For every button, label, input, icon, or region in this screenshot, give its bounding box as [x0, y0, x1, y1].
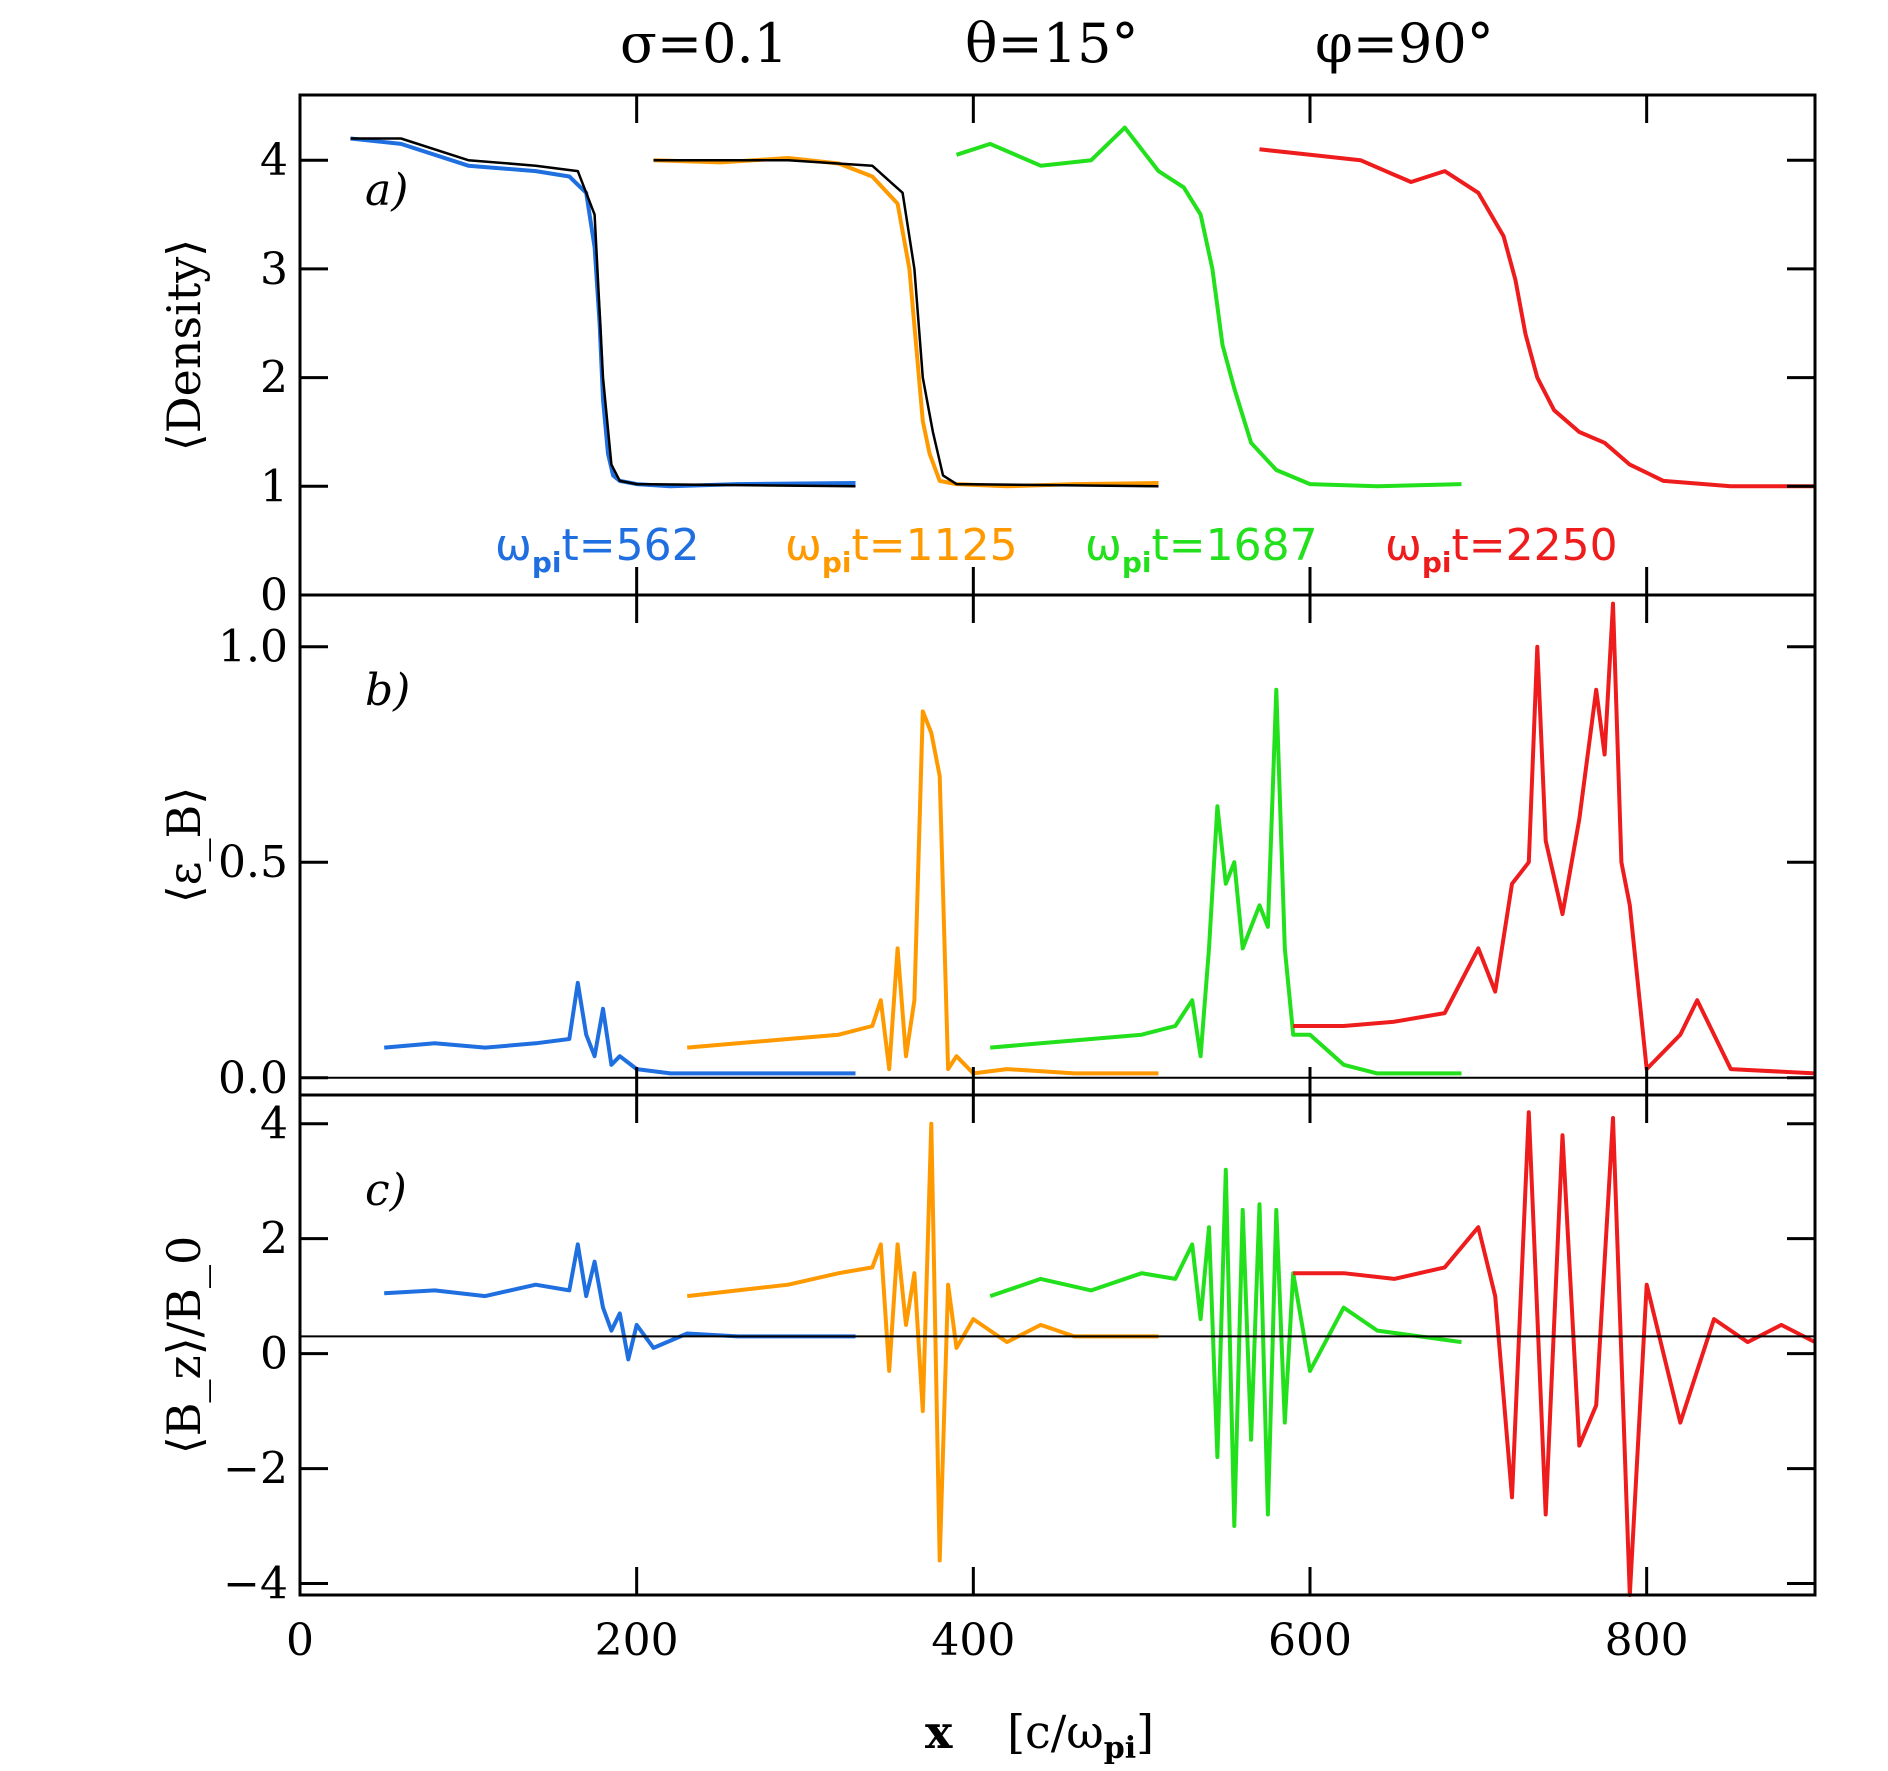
series-line-2-0 [384, 1242, 856, 1362]
panel-0: 0 1 2 3 4 a) ⟨Density⟩ [157, 93, 1817, 621]
series-line-2-2 [989, 1167, 1462, 1528]
x-tick-label-1: 200 [595, 1615, 679, 1666]
panel-label-0: a) [365, 165, 408, 216]
y-tick-label-2-0: −4 [223, 1559, 288, 1610]
title-sigma: σ=0.1 [620, 12, 788, 75]
series-line-0-3 [1259, 147, 1815, 489]
time-label-3: ωpit=2250 [1385, 520, 1618, 579]
x-tick-label-4: 800 [1605, 1615, 1689, 1666]
panel-frame-2 [298, 1093, 1817, 1597]
y-axis-label-2: ⟨B_z⟩/B_0 [157, 1236, 211, 1455]
series-line-0-2 [955, 125, 1462, 489]
x-tick-label-0: 0 [286, 1615, 314, 1666]
panels: 0 1 2 3 4 a) ⟨Density⟩ 0.0 0.5 1.0 b) ⟨ε_B⟩ −4 −2 0 2 4 c… [157, 93, 1817, 1666]
y-tick-label-0-4: 4 [260, 135, 288, 186]
y-axis-label-1: ⟨ε_B⟩ [157, 787, 211, 904]
series-line-2-1 [686, 1121, 1159, 1563]
panel-label-2: c) [365, 1165, 407, 1216]
y-tick-label-2-4: 4 [260, 1099, 288, 1150]
title-theta: θ=15° [965, 12, 1138, 75]
x-axis-label-unit-end: ] [1136, 1705, 1154, 1759]
time-label-2: ωpit=1687 [1085, 520, 1318, 579]
time-labels: ωpit=562 ωpit=1125 ωpit=1687 ωpit=2250 [495, 520, 1618, 579]
y-tick-label-2-1: −2 [223, 1444, 288, 1495]
series-line-0-0 [350, 136, 856, 489]
x-tick-label-3: 600 [1268, 1615, 1352, 1666]
x-axis-label: x [c/ωpi] [925, 1705, 1154, 1766]
x-axis-label-unit-sub: pi [1104, 1731, 1136, 1766]
x-axis-label-main: x [925, 1705, 953, 1759]
panel-label-1: b) [365, 665, 410, 716]
y-tick-label-0-3: 3 [260, 244, 288, 295]
panel-2: −4 −2 0 2 4 c) ⟨B_z⟩/B_0 [157, 1093, 1817, 1610]
y-tick-label-0-1: 1 [260, 461, 288, 512]
panel-1: 0.0 0.5 1.0 b) ⟨ε_B⟩ [157, 593, 1817, 1104]
time-label-0: ωpit=562 [495, 520, 700, 579]
y-axis-label-0: ⟨Density⟩ [157, 239, 211, 451]
y-tick-label-1-0: 0.0 [218, 1053, 288, 1104]
y-tick-label-0-2: 2 [260, 353, 288, 404]
x-axis-label-unit: [c/ω [1007, 1705, 1104, 1759]
series-line-1-1 [687, 709, 1159, 1076]
panel-frame-1 [298, 593, 1817, 1097]
y-tick-label-2-2: 0 [260, 1329, 288, 1380]
series-line-0-4 [350, 137, 1159, 488]
y-tick-label-1-1: 0.5 [218, 837, 288, 888]
time-label-1: ωpit=1125 [785, 520, 1018, 579]
y-tick-label-2-3: 2 [260, 1214, 288, 1265]
y-tick-label-0-0: 0 [260, 570, 288, 621]
title-phi: φ=90° [1315, 12, 1494, 75]
series-line-1-0 [384, 980, 856, 1076]
series-line-2-3 [1293, 1110, 1816, 1597]
series-line-1-3 [1293, 601, 1816, 1076]
series-line-1-2 [990, 687, 1462, 1076]
x-tick-label-2: 400 [931, 1615, 1015, 1666]
y-tick-label-1-2: 1.0 [218, 622, 288, 673]
